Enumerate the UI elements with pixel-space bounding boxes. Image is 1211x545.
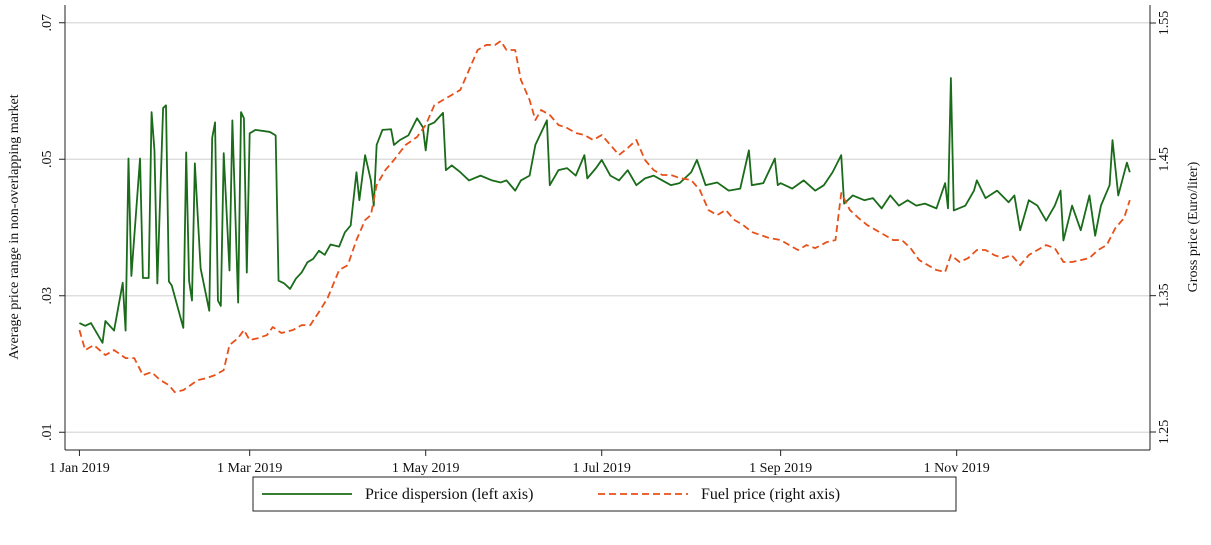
y2-tick-label: 1.45: [1157, 147, 1172, 172]
y2-tick-label: 1.55: [1157, 11, 1172, 36]
x-tick-label: 1 Nov 2019: [924, 461, 990, 476]
y2-tick-label: 1.25: [1157, 420, 1172, 445]
x-tick-label: 1 May 2019: [392, 461, 460, 476]
y-tick-label: .07: [40, 14, 55, 32]
y2-axis-label: Gross price (Euro/liter): [1186, 161, 1201, 292]
legend-label: Price dispersion (left axis): [365, 486, 533, 503]
x-tick-label: 1 Jul 2019: [573, 461, 631, 476]
x-tick-label: 1 Jan 2019: [49, 461, 110, 476]
legend: Price dispersion (left axis) Fuel price (…: [252, 476, 957, 512]
series-line: [78, 40, 1131, 393]
y-tick-label: .01: [40, 424, 55, 442]
series-line: [79, 77, 1131, 344]
x-tick-label: 1 Sep 2019: [749, 461, 812, 476]
y-tick-label: .05: [40, 150, 55, 168]
y2-tick-label: 1.35: [1157, 283, 1172, 308]
x-tick-label: 1 Mar 2019: [217, 461, 282, 476]
legend-label: Fuel price (right axis): [701, 486, 840, 503]
y-tick-label: .03: [40, 287, 55, 305]
y-axis-label: Average price range in non-overlapping m…: [7, 94, 22, 359]
